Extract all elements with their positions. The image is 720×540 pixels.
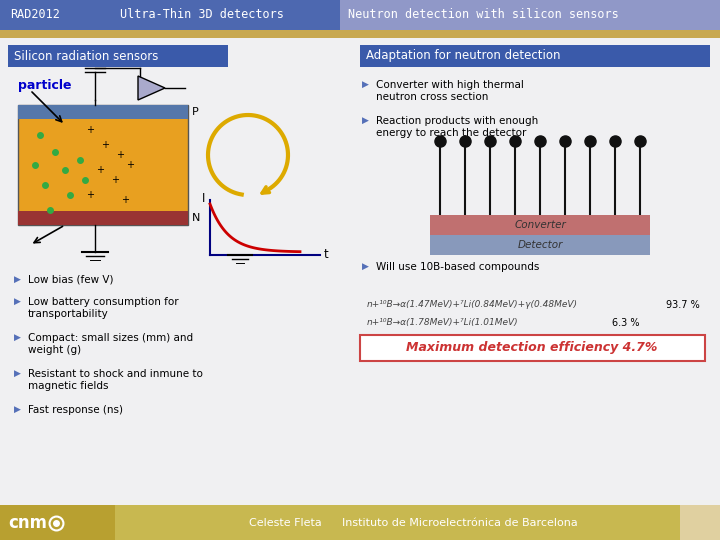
Text: Adaptation for neutron detection: Adaptation for neutron detection <box>366 50 560 63</box>
Text: Instituto de Microelectrónica de Barcelona: Instituto de Microelectrónica de Barcelo… <box>341 517 577 528</box>
Text: t: t <box>324 248 329 261</box>
Text: Reaction products with enough
energy to reach the detector: Reaction products with enough energy to … <box>376 116 539 138</box>
FancyBboxPatch shape <box>0 30 720 38</box>
Text: ▶: ▶ <box>14 405 21 414</box>
FancyBboxPatch shape <box>680 505 720 540</box>
FancyBboxPatch shape <box>18 211 188 225</box>
Text: Ultra-Thin 3D detectors: Ultra-Thin 3D detectors <box>120 9 284 22</box>
Text: 93.7 %: 93.7 % <box>666 300 700 310</box>
Text: P: P <box>192 107 199 117</box>
Text: Compact: small sizes (mm) and
weight (g): Compact: small sizes (mm) and weight (g) <box>28 333 193 355</box>
FancyBboxPatch shape <box>360 335 705 361</box>
Text: particle: particle <box>18 78 71 91</box>
Text: ▶: ▶ <box>14 333 21 342</box>
Text: ▶: ▶ <box>362 262 369 271</box>
Text: Low bias (few V): Low bias (few V) <box>28 275 114 285</box>
Text: n+¹⁰B→α(1.78MeV)+⁷Li(1.01MeV): n+¹⁰B→α(1.78MeV)+⁷Li(1.01MeV) <box>367 318 518 327</box>
Text: 6.3 %: 6.3 % <box>613 318 640 328</box>
Text: RAD2012: RAD2012 <box>10 9 60 22</box>
Text: +: + <box>86 190 94 200</box>
FancyBboxPatch shape <box>0 505 720 540</box>
Polygon shape <box>138 76 165 100</box>
Text: +: + <box>101 140 109 150</box>
Text: Detector: Detector <box>517 240 563 250</box>
FancyBboxPatch shape <box>430 215 650 235</box>
Text: I: I <box>202 192 205 205</box>
Text: ▶: ▶ <box>14 369 21 378</box>
Text: +: + <box>111 175 119 185</box>
Text: N: N <box>192 213 200 223</box>
FancyBboxPatch shape <box>0 0 340 30</box>
Text: cnm: cnm <box>9 514 48 531</box>
Text: Maximum detection efficiency 4.7%: Maximum detection efficiency 4.7% <box>406 341 657 354</box>
Text: ▶: ▶ <box>14 297 21 306</box>
Text: +: + <box>86 125 94 135</box>
Text: +: + <box>116 150 124 160</box>
FancyBboxPatch shape <box>8 45 228 67</box>
Text: Neutron detection with silicon sensors: Neutron detection with silicon sensors <box>348 9 618 22</box>
Text: Celeste Fleta: Celeste Fleta <box>249 517 322 528</box>
Text: Will use 10B-based compounds: Will use 10B-based compounds <box>376 262 539 272</box>
FancyBboxPatch shape <box>340 0 720 30</box>
Text: Low battery consumption for
transportability: Low battery consumption for transportabi… <box>28 297 179 319</box>
Text: Silicon radiation sensors: Silicon radiation sensors <box>14 50 158 63</box>
Text: Resistant to shock and inmune to
magnetic fields: Resistant to shock and inmune to magneti… <box>28 369 203 390</box>
FancyBboxPatch shape <box>18 105 188 225</box>
Text: ▶: ▶ <box>362 80 369 89</box>
FancyBboxPatch shape <box>360 45 710 67</box>
Text: +: + <box>126 160 134 170</box>
FancyBboxPatch shape <box>18 105 188 119</box>
Text: +: + <box>96 165 104 175</box>
Text: n+¹⁰B→α(1.47MeV)+⁷Li(0.84MeV)+γ(0.48MeV): n+¹⁰B→α(1.47MeV)+⁷Li(0.84MeV)+γ(0.48MeV) <box>367 300 578 309</box>
FancyBboxPatch shape <box>0 505 115 540</box>
Text: ▶: ▶ <box>362 116 369 125</box>
Text: ▶: ▶ <box>14 275 21 284</box>
FancyBboxPatch shape <box>0 38 720 500</box>
Text: Converter: Converter <box>514 220 566 230</box>
FancyBboxPatch shape <box>430 235 650 255</box>
Text: Fast response (ns): Fast response (ns) <box>28 405 123 415</box>
Text: Converter with high thermal
neutron cross section: Converter with high thermal neutron cros… <box>376 80 524 102</box>
Text: +: + <box>121 195 129 205</box>
